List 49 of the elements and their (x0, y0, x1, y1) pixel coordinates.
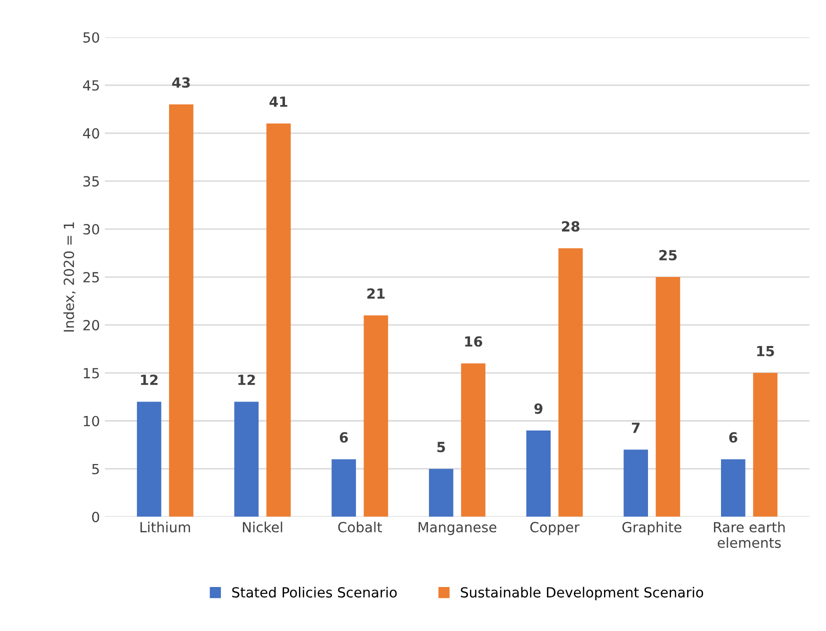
data-label: 12 (141, 374, 158, 385)
bar (461, 363, 486, 517)
legend-label: Sustainable Development Scenario (460, 586, 704, 600)
data-label: 6 (729, 432, 738, 443)
y-tick-label: 5 (92, 464, 99, 474)
y-tick-label: 20 (83, 320, 100, 330)
data-label: 9 (534, 403, 542, 414)
x-tick-label: Nickel (242, 522, 282, 532)
y-tick-label: 15 (84, 368, 99, 378)
x-tick-label: Copper (530, 522, 580, 536)
x-tick-label: Graphite (622, 522, 682, 536)
bar (169, 104, 194, 517)
x-tick-label: Rare earth elements (714, 522, 785, 548)
y-tick-label: 10 (84, 416, 100, 426)
y-tick-label: 50 (83, 32, 100, 43)
data-label: 41 (270, 96, 288, 107)
y-tick-label: 25 (83, 272, 99, 282)
x-tick-label: Manganese (418, 522, 496, 536)
data-label: 28 (562, 221, 580, 232)
bar (364, 315, 388, 517)
y-axis-title: Index, 2020 = 1 (63, 222, 76, 332)
y-tick-label: 35 (83, 176, 99, 187)
data-label: 21 (367, 288, 385, 299)
x-tick-label: Cobalt (338, 522, 382, 532)
y-tick-label: 0 (92, 512, 100, 522)
bar (234, 402, 259, 517)
bar (720, 459, 746, 517)
data-label: 25 (659, 250, 677, 260)
bar (428, 468, 454, 517)
data-label: 15 (757, 346, 774, 356)
data-label: 12 (238, 374, 255, 385)
data-label: 7 (632, 422, 640, 433)
bar (656, 277, 680, 517)
bar (266, 124, 291, 517)
data-label: 16 (465, 336, 482, 347)
bar (332, 459, 356, 517)
bar (526, 430, 551, 517)
x-tick-label: Lithium (140, 522, 190, 532)
data-label: 43 (172, 77, 190, 88)
y-tick-label: 45 (83, 80, 99, 91)
data-label: 6 (340, 432, 348, 443)
y-tick-label: 30 (83, 224, 100, 235)
bar (753, 372, 778, 517)
bar (624, 450, 648, 517)
bar (558, 248, 583, 517)
legend-label: Stated Policies Scenario (232, 586, 397, 598)
bar (136, 402, 162, 517)
y-tick-label: 40 (83, 128, 100, 139)
data-label: 5 (437, 442, 445, 452)
